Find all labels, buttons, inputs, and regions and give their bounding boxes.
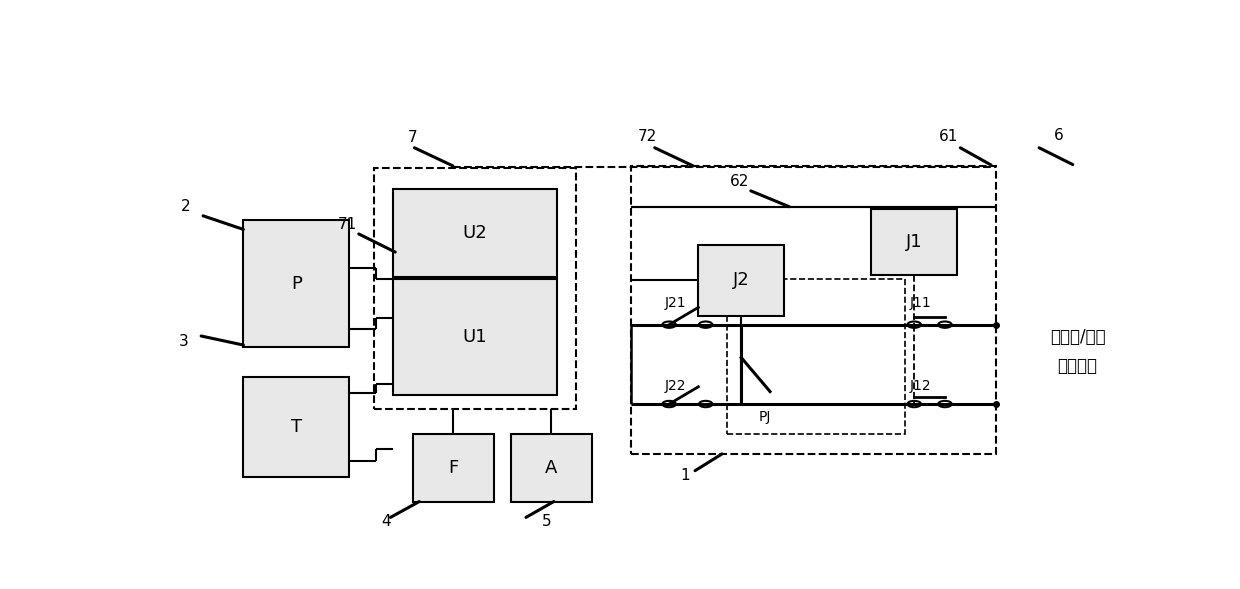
Text: 61: 61: [939, 129, 959, 144]
Bar: [393, 188, 557, 277]
Bar: [631, 166, 996, 454]
Bar: [413, 434, 495, 502]
Bar: [727, 279, 905, 434]
Text: 6: 6: [1054, 128, 1063, 143]
Text: 4: 4: [381, 514, 391, 530]
Text: J22: J22: [665, 379, 686, 393]
Text: U1: U1: [463, 328, 487, 346]
Text: J11: J11: [909, 296, 931, 310]
Bar: [511, 434, 593, 502]
Text: 3: 3: [179, 335, 188, 349]
Text: PJ: PJ: [759, 410, 771, 423]
Bar: [243, 377, 350, 477]
Text: 2: 2: [181, 199, 191, 214]
Text: T: T: [290, 418, 301, 436]
Text: A: A: [546, 458, 558, 477]
Text: J2: J2: [733, 272, 750, 289]
Text: J21: J21: [665, 296, 686, 310]
Bar: [870, 209, 957, 274]
Bar: [698, 245, 785, 316]
Text: 5: 5: [542, 514, 552, 530]
Text: 71: 71: [337, 217, 357, 233]
Text: 接报警/闭锁
控制回路: 接报警/闭锁 控制回路: [1050, 328, 1105, 375]
Text: 1: 1: [681, 468, 691, 483]
Bar: [374, 168, 575, 409]
Bar: [243, 220, 350, 348]
Text: 7: 7: [408, 130, 418, 145]
Text: J1: J1: [906, 233, 923, 251]
Text: P: P: [291, 275, 301, 293]
Text: F: F: [449, 458, 459, 477]
Text: 72: 72: [637, 129, 657, 144]
Text: J12: J12: [909, 379, 931, 393]
Text: U2: U2: [463, 224, 487, 242]
Text: 62: 62: [729, 174, 749, 189]
Bar: [393, 279, 557, 395]
